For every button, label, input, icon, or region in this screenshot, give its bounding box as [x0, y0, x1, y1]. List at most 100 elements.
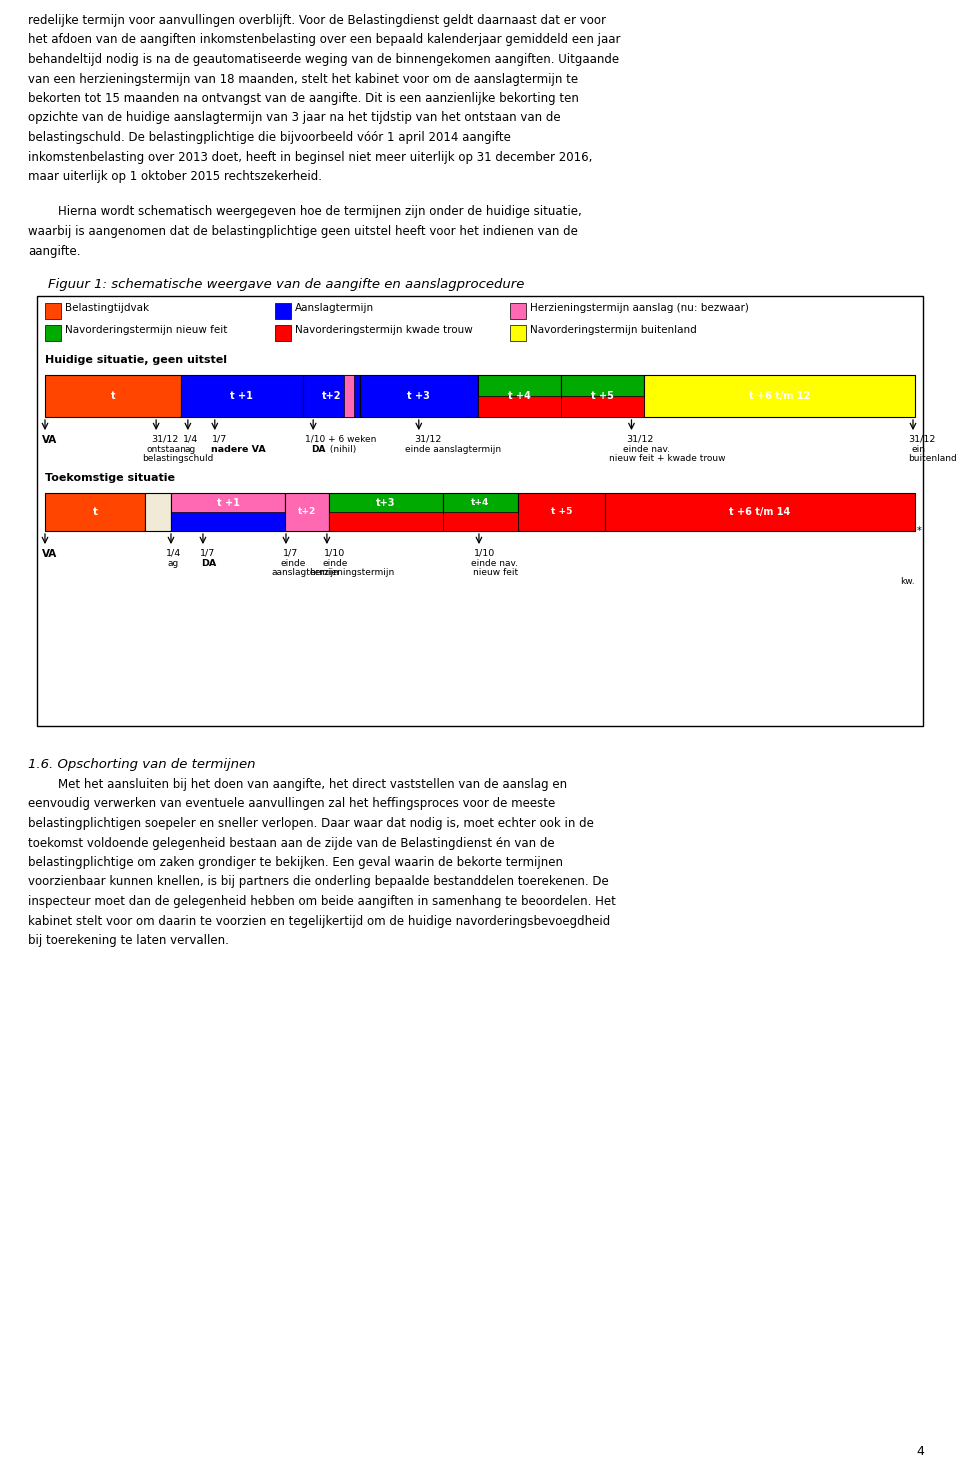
- Bar: [45, 492, 145, 530]
- Bar: [344, 375, 354, 416]
- Text: toekomst voldoende gelegenheid bestaan aan de zijde van de Belastingdienst én va: toekomst voldoende gelegenheid bestaan a…: [28, 837, 555, 849]
- Text: einde nav.: einde nav.: [471, 560, 518, 568]
- Text: inspecteur moet dan de gelegenheid hebben om beide aangiften in samenhang te beo: inspecteur moet dan de gelegenheid hebbe…: [28, 896, 616, 907]
- Text: van een herzieningstermijn van 18 maanden, stelt het kabinet voor om de aanslagt: van een herzieningstermijn van 18 maande…: [28, 73, 578, 86]
- Text: eenvoudig verwerken van eventuele aanvullingen zal het heffingsproces voor de me: eenvoudig verwerken van eventuele aanvul…: [28, 798, 555, 811]
- Text: Herzieningstermijn aanslag (nu: bezwaar): Herzieningstermijn aanslag (nu: bezwaar): [530, 302, 749, 313]
- Text: Navorderingstermijn kwade trouw: Navorderingstermijn kwade trouw: [295, 324, 472, 335]
- Text: herzieningstermijn: herzieningstermijn: [309, 568, 395, 577]
- Bar: [510, 324, 526, 340]
- Text: waarbij is aangenomen dat de belastingplichtige geen uitstel heeft voor het indi: waarbij is aangenomen dat de belastingpl…: [28, 225, 578, 238]
- Bar: [275, 302, 291, 318]
- Text: inkomstenbelasting over 2013 doet, heeft in beginsel niet meer uiterlijk op 31 d: inkomstenbelasting over 2013 doet, heeft…: [28, 150, 592, 164]
- Text: ein: ein: [911, 446, 925, 454]
- Text: 1/7: 1/7: [212, 435, 228, 444]
- Text: DA: DA: [311, 446, 325, 454]
- Bar: [37, 297, 923, 726]
- Bar: [329, 492, 443, 530]
- Text: behandeltijd nodig is na de geautomatiseerde weging van de binnengekomen aangift: behandeltijd nodig is na de geautomatise…: [28, 53, 619, 66]
- Bar: [443, 492, 517, 530]
- Bar: [561, 375, 644, 416]
- Text: 31/12: 31/12: [908, 435, 935, 444]
- Text: bij toerekening te laten vervallen.: bij toerekening te laten vervallen.: [28, 934, 228, 947]
- Text: Huidige situatie, geen uitstel: Huidige situatie, geen uitstel: [45, 355, 227, 365]
- Bar: [303, 375, 360, 416]
- Text: Navorderingstermijn buitenland: Navorderingstermijn buitenland: [530, 324, 697, 335]
- Bar: [510, 302, 526, 318]
- Text: VA: VA: [42, 435, 58, 446]
- Text: 1/4: 1/4: [166, 549, 181, 558]
- Text: t +5: t +5: [551, 507, 572, 517]
- Text: 1/7: 1/7: [283, 549, 299, 558]
- Text: belastingschuld. De belastingplichtige die bijvoorbeeld vóór 1 april 2014 aangif: belastingschuld. De belastingplichtige d…: [28, 131, 511, 145]
- Text: 4: 4: [916, 1445, 924, 1458]
- Bar: [561, 396, 644, 416]
- Text: *: *: [917, 526, 922, 536]
- Text: nieuw feit + kwade trouw: nieuw feit + kwade trouw: [610, 454, 726, 463]
- Text: Aanslagtermijn: Aanslagtermijn: [295, 302, 374, 313]
- Text: t +1: t +1: [217, 498, 239, 507]
- Text: t+2: t+2: [322, 392, 341, 400]
- Text: opzichte van de huidige aanslagtermijn van 3 jaar na het tijdstip van het ontsta: opzichte van de huidige aanslagtermijn v…: [28, 111, 561, 124]
- Text: t +3: t +3: [407, 392, 430, 400]
- Bar: [275, 324, 291, 340]
- Text: einde nav.: einde nav.: [623, 446, 670, 454]
- Text: redelijke termijn voor aanvullingen overblijft. Voor de Belastingdienst geldt da: redelijke termijn voor aanvullingen over…: [28, 15, 606, 26]
- Bar: [45, 302, 61, 318]
- Text: einde aanslagtermijn: einde aanslagtermijn: [405, 446, 501, 454]
- Text: t: t: [110, 392, 115, 400]
- Bar: [478, 396, 561, 416]
- Text: belastingschuld: belastingschuld: [142, 454, 213, 463]
- Text: 1/10: 1/10: [324, 549, 346, 558]
- Text: t +1: t +1: [230, 392, 253, 400]
- Text: nadere VA: nadere VA: [211, 446, 266, 454]
- Text: voorzienbaar kunnen knellen, is bij partners die onderling bepaalde bestanddelen: voorzienbaar kunnen knellen, is bij part…: [28, 875, 609, 888]
- Text: Hierna wordt schematisch weergegeven hoe de termijnen zijn onder de huidige situ: Hierna wordt schematisch weergegeven hoe…: [28, 206, 582, 219]
- Text: einde: einde: [323, 560, 348, 568]
- Text: t+2: t+2: [298, 507, 316, 517]
- Text: t +6 t/m 12: t +6 t/m 12: [749, 392, 810, 400]
- Text: Figuur 1: schematische weergave van de aangifte en aanslagprocedure: Figuur 1: schematische weergave van de a…: [48, 278, 524, 291]
- Text: 1/7: 1/7: [200, 549, 215, 558]
- Text: t+4: t+4: [471, 498, 490, 507]
- Text: VA: VA: [42, 549, 58, 560]
- Text: t +6 t/m 14: t +6 t/m 14: [730, 507, 790, 517]
- Text: t: t: [93, 507, 98, 517]
- Text: maar uiterlijk op 1 oktober 2015 rechtszekerheid.: maar uiterlijk op 1 oktober 2015 rechtsz…: [28, 169, 322, 183]
- Text: t+3: t+3: [376, 498, 396, 507]
- Text: het afdoen van de aangiften inkomstenbelasting over een bepaald kalenderjaar gem: het afdoen van de aangiften inkomstenbel…: [28, 34, 620, 47]
- Text: ag: ag: [185, 446, 196, 454]
- Text: kabinet stelt voor om daarin te voorzien en tegelijkertijd om de huidige navorde: kabinet stelt voor om daarin te voorzien…: [28, 915, 611, 928]
- Text: 31/12: 31/12: [627, 435, 654, 444]
- Text: 31/12: 31/12: [414, 435, 442, 444]
- Bar: [285, 492, 329, 530]
- Text: Toekomstige situatie: Toekomstige situatie: [45, 473, 175, 484]
- Text: (nihil): (nihil): [327, 446, 356, 454]
- Text: 31/12: 31/12: [151, 435, 179, 444]
- Text: DA: DA: [201, 560, 216, 568]
- Text: 1/10 + 6 weken: 1/10 + 6 weken: [305, 435, 376, 444]
- Text: aanslagtermijn: aanslagtermijn: [272, 568, 340, 577]
- Bar: [45, 324, 61, 340]
- Text: 1/10: 1/10: [474, 549, 495, 558]
- Text: t +4: t +4: [508, 392, 531, 400]
- Text: 1/4: 1/4: [182, 435, 198, 444]
- Bar: [171, 511, 285, 530]
- Text: belastingplichtige om zaken grondiger te bekijken. Een geval waarin de bekorte t: belastingplichtige om zaken grondiger te…: [28, 856, 563, 869]
- Text: ontstaan: ontstaan: [146, 446, 186, 454]
- Bar: [644, 375, 915, 416]
- Text: kw.: kw.: [900, 577, 915, 586]
- Bar: [145, 492, 171, 530]
- Text: aangifte.: aangifte.: [28, 244, 81, 257]
- Text: nieuw feit: nieuw feit: [473, 568, 518, 577]
- Bar: [443, 511, 517, 530]
- Bar: [478, 375, 561, 416]
- Text: einde: einde: [281, 560, 306, 568]
- Text: bekorten tot 15 maanden na ontvangst van de aangifte. Dit is een aanzienlijke be: bekorten tot 15 maanden na ontvangst van…: [28, 92, 579, 105]
- Bar: [360, 375, 478, 416]
- Bar: [329, 511, 443, 530]
- Bar: [180, 375, 303, 416]
- Bar: [605, 492, 915, 530]
- Text: ag: ag: [168, 560, 180, 568]
- Text: 1.6. Opschorting van de termijnen: 1.6. Opschorting van de termijnen: [28, 758, 255, 771]
